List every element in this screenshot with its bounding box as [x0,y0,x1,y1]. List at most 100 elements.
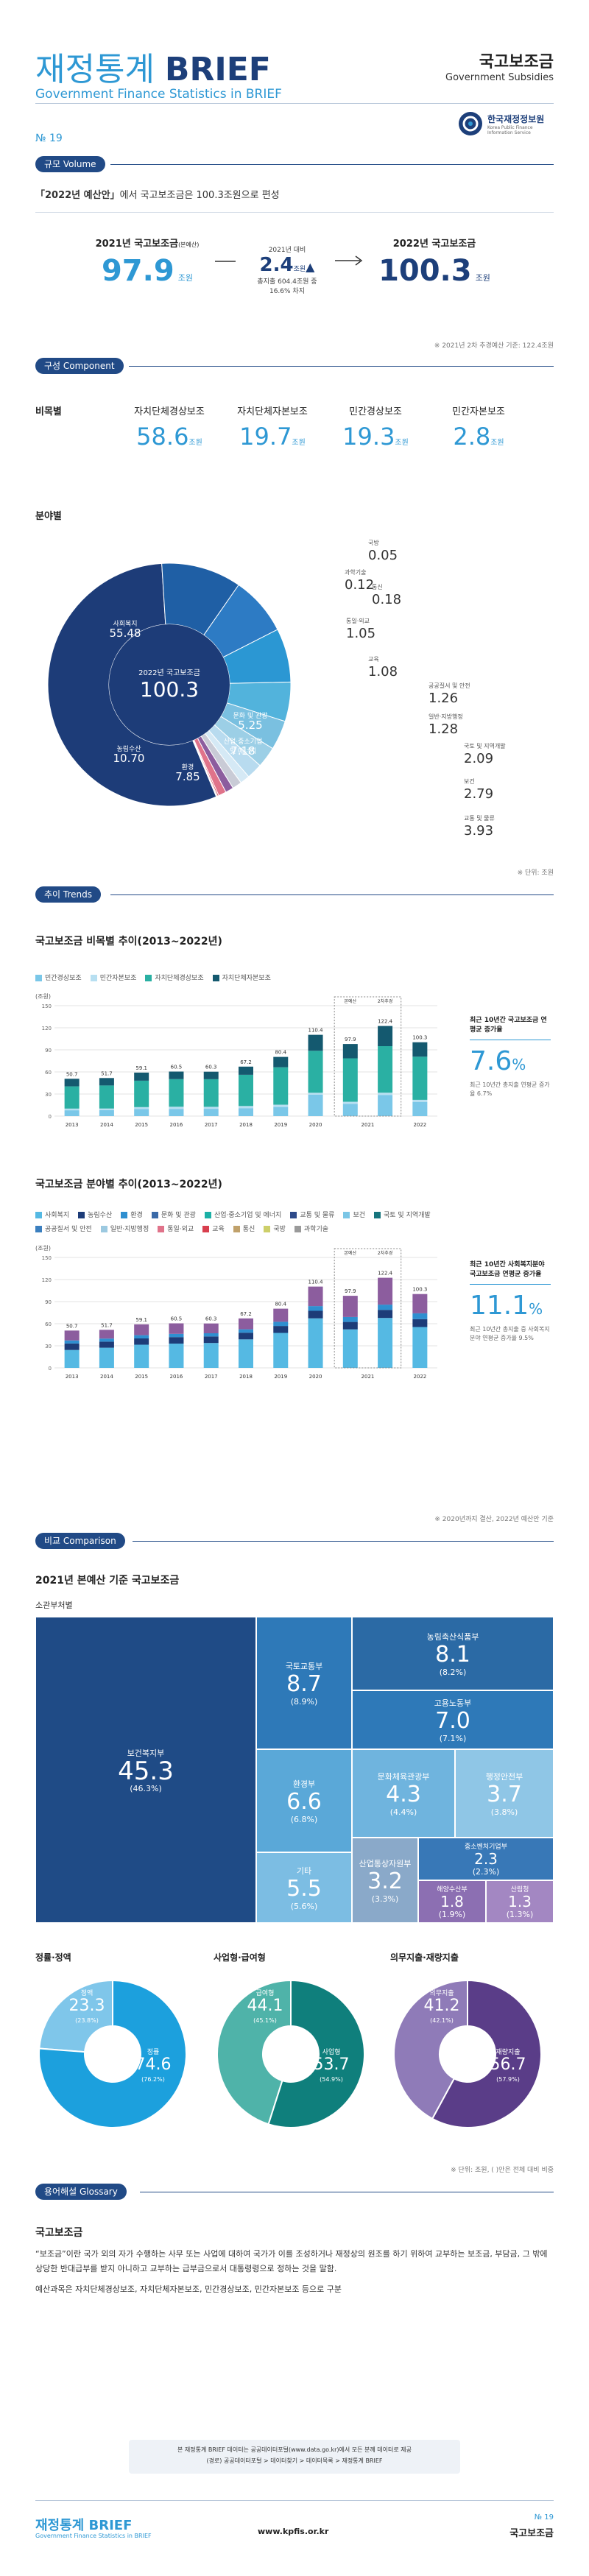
bar-segment [134,1335,149,1338]
field-value-outside: 1.08 [368,664,398,680]
bar-segment [239,1329,253,1333]
field-label-inside: 사회복지 [113,621,138,628]
chart2-side-title: 최근 10년간 사회복지분야 국고보조금 연평균 증가율 [470,1261,545,1278]
y2021-sup: (본예산) [178,241,200,248]
donut-slice [38,1979,113,2053]
2021-highlight [334,996,402,1117]
treemap-value: 8.1 [435,1641,470,1668]
legend-swatch [158,1226,165,1232]
donut-slice [431,1979,542,2128]
treemap-name: 산업통상자원부 [359,1858,412,1869]
donut-pct: (23.8%) [75,2017,99,2024]
trends-note: ※ 2020년까지 결산, 2022년 예산안 기준 [434,1516,554,1523]
x-tick: 2017 [205,1374,218,1380]
donut-slice [393,1979,468,2120]
bar-segment [99,1330,114,1339]
donut-slice [216,1979,292,2125]
footer-brand-sub: Government Finance Statistics in BRIEF [35,2533,152,2539]
donut-label: 재량지출 [495,2049,521,2056]
bar-segment [378,1277,393,1305]
treemap-value: 3.7 [487,1781,522,1807]
bar-segment [203,1107,219,1109]
lead-rest: 에서 국고보조금은 100.3조원으로 편성 [119,190,280,201]
page-title: 재정통계 BRIEF [35,43,271,90]
treemap-pct: (8.9%) [290,1696,318,1707]
org-name-kr: 한국재정정보원 [487,113,545,124]
bar-total: 50.7 [66,1323,78,1329]
ratio-donut [216,1979,365,2128]
x-tick: 2015 [135,1374,148,1380]
legend-text: 자치단체경상보조 [155,975,204,982]
title-kr: 재정통계 [35,51,155,88]
treemap-pct: (46.3%) [130,1783,162,1793]
bar-segment [239,1066,253,1075]
section-tag-glossary: 용어해설 Glossary [35,2184,127,2200]
lead-bold: 「2022년 예산안」 [35,190,120,201]
bar-segment [342,1296,358,1317]
field-label-outside: 공공질서 및 안전 [428,682,470,689]
field-value-outside: 1.28 [428,721,459,737]
treemap-value: 2.3 [474,1850,498,1868]
bar-segment [99,1085,114,1109]
type-label: 민간경상보조 [349,406,402,417]
bar-total: 80.4 [275,1050,286,1056]
chart1-svg: (조원) 0 30 60 90 120 150 50.7 2013 51.7 2014 59.1 201… [35,993,437,1128]
footer-brand: 재정통계 BRIEF [35,2518,133,2533]
bar-segment [342,1044,358,1059]
donut-slice [267,1979,365,2128]
section-tag-component: 구성 Component [35,358,124,374]
legend-text: 교육 [212,1226,225,1233]
legend-text: 통신 [242,1226,255,1233]
bar-segment [342,1321,358,1330]
bar-segment [203,1071,219,1079]
x-tick: 2016 [170,1122,183,1128]
y2022-label: 2022년 국고보조금 [392,239,476,250]
bar-segment [273,1067,289,1105]
bar-segment [169,1344,184,1368]
chart2-svg: (조원) 0 30 60 90 120 150 50.7 2013 51.7 2014 59.1 201… [35,1245,437,1380]
bar-total: 67.2 [240,1059,252,1065]
type-value: 58.6조원 [118,423,221,451]
field-label-outside: 과학기술 [345,569,367,576]
x-tick: 2021 [361,1122,375,1128]
footer-issue: № 19 [534,2513,554,2522]
org-logo-icon [459,112,482,135]
treemap-cell: 국토교통부 8.7 (8.9%) [256,1617,352,1749]
bar-segment [308,1095,323,1116]
treemap-pct: (3.8%) [490,1807,518,1817]
section-rule [110,164,554,165]
donut-center-label: 2022년 국고보조금 [138,669,200,677]
footer-url[interactable]: www.kpfis.or.kr [258,2527,329,2536]
donut-value: 44.1 [247,1997,283,2015]
type-value-number: 19.3 [342,423,395,451]
bar-segment [378,1318,393,1368]
treemap-pct: (1.9%) [438,1910,466,1919]
bar-segment [239,1339,253,1368]
chart2-side: 최근 10년간 사회복지분야 국고보조금 연평균 증가율 11.1% 최근 10… [470,1260,551,1343]
ministry-treemap: 보건복지부 45.3 (46.3%) 국토교통부 8.7 (8.9%) 농림축산식품부 8.1… [35,1617,554,1923]
bar-segment [134,1344,149,1368]
y2022-unit: 조원 [475,273,490,283]
treemap-pct: (7.1%) [439,1733,467,1743]
legend-item: 자치단체자본보조 [212,973,271,982]
glossary-term: 국고보조금 [35,2227,83,2239]
x-tick: 2018 [239,1374,253,1380]
field-label-inside: 농림수산 [116,746,141,753]
section-rule [133,1541,554,1542]
donut-title: 사업형·급여형 [214,1952,266,1963]
bar-segment [134,1080,149,1107]
chart2-title: 국고보조금 분야별 추이(2013~2022년) [35,1179,222,1190]
issue-number: № 19 [35,133,63,144]
legend-item: 자치단체경상보조 [145,973,204,982]
type-label: 자치단체경상보조 [134,406,205,417]
bar-segment [64,1108,80,1111]
bar-total: 60.5 [171,1065,183,1070]
treemap-value: 5.5 [286,1875,322,1902]
y-tick: 30 [45,1344,52,1349]
field-label-outside: 일반·지방행정 [428,713,463,720]
bar-segment [308,1310,323,1319]
bar-segment [342,1101,358,1104]
bar-segment [64,1330,80,1341]
legend-item: 통신 [233,1224,255,1235]
bar-total: 60.5 [171,1316,183,1322]
